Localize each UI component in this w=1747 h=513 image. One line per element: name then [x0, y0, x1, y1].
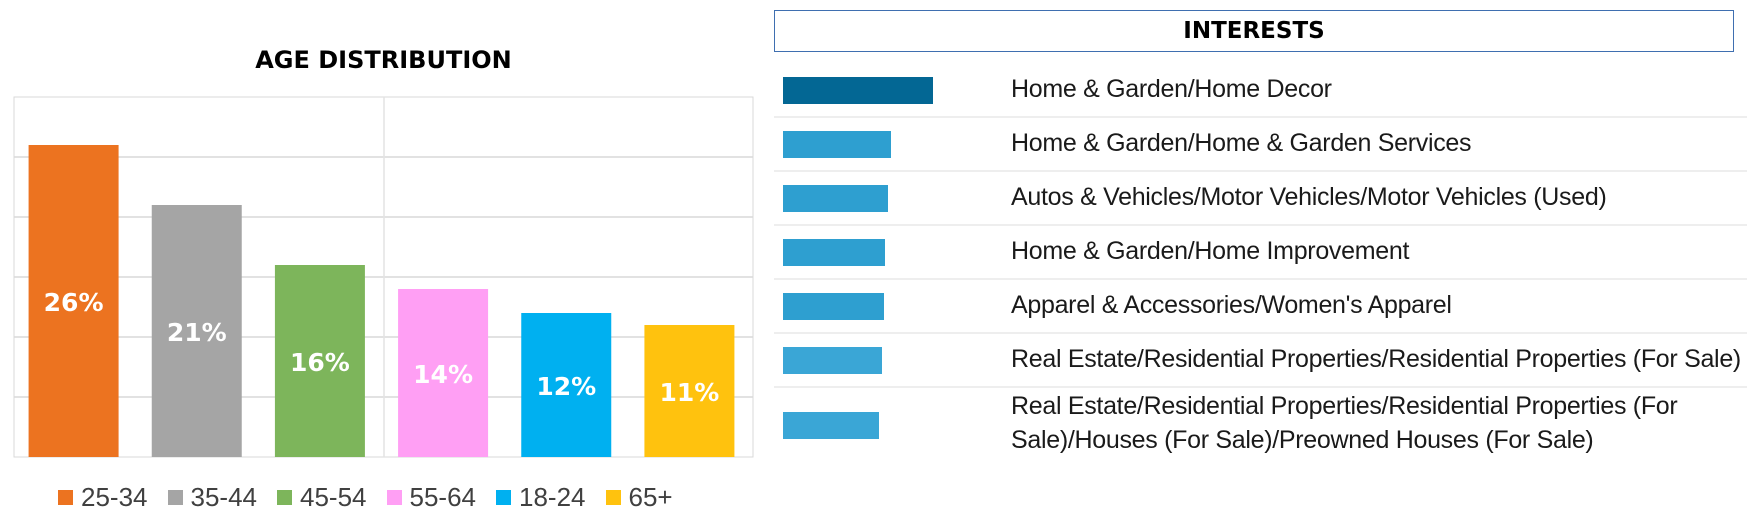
- bar-65+: [644, 325, 735, 457]
- legend-swatch: [58, 490, 73, 505]
- chart-legend: 25-34 35-44 45-54 55-64 18-24 65+: [58, 482, 673, 513]
- interest-label: Real Estate/Residential Properties/Resid…: [1011, 392, 1678, 454]
- row-divider: [774, 332, 1747, 334]
- legend-label: 65+: [628, 482, 673, 512]
- interest-bar: [783, 293, 884, 320]
- row-divider: [774, 278, 1747, 280]
- chart-title: AGE DISTRIBUTION: [255, 46, 512, 74]
- data-label-65+: 11%: [659, 378, 719, 407]
- legend-item-18-24: 18-24: [496, 482, 586, 513]
- interest-label: Autos & Vehicles/Motor Vehicles/Motor Ve…: [1011, 183, 1607, 211]
- data-label-45-54: 16%: [290, 348, 350, 377]
- legend-label: 45-54: [300, 482, 367, 512]
- legend-swatch: [496, 490, 511, 505]
- interest-row: Real Estate/Residential Properties/Resid…: [774, 387, 1747, 463]
- data-label-25-34: 26%: [44, 288, 104, 317]
- data-label-35-44: 21%: [167, 318, 227, 347]
- row-divider: [774, 116, 1747, 118]
- interest-label: Home & Garden/Home & Garden Services: [1011, 129, 1472, 157]
- legend-label: 25-34: [81, 482, 148, 512]
- legend-swatch: [605, 490, 621, 505]
- interest-row: Real Estate/Residential Properties/Resid…: [774, 333, 1747, 387]
- age-bar-plot: 26% 21% 16% 14% 12% 11%: [13, 96, 754, 458]
- legend-item-55-64: 55-64: [386, 482, 477, 513]
- legend-label: 18-24: [519, 482, 586, 512]
- legend-label: 55-64: [409, 482, 477, 512]
- interest-bar: [783, 239, 885, 266]
- interest-label: Home & Garden/Home Decor: [1011, 75, 1332, 103]
- interest-bar: [783, 347, 882, 374]
- interest-label: Home & Garden/Home Improvement: [1011, 237, 1410, 265]
- interest-row: Home & Garden/Home & Garden Services: [774, 117, 1747, 171]
- bar-45-54: [274, 265, 365, 457]
- legend-swatch: [277, 490, 292, 505]
- bar-55-64: [398, 289, 489, 457]
- interests-title: INTERESTS: [774, 10, 1734, 52]
- interest-row: Autos & Vehicles/Motor Vehicles/Motor Ve…: [774, 171, 1747, 225]
- row-divider: [774, 224, 1747, 226]
- interest-label: Real Estate/Residential Properties/Resid…: [1011, 345, 1741, 373]
- legend-item-35-44: 35-44: [167, 482, 258, 513]
- data-label-55-64: 14%: [413, 360, 473, 389]
- interest-row: Apparel & Accessories/Women's Apparel: [774, 279, 1747, 333]
- data-label-18-24: 12%: [536, 372, 596, 401]
- row-divider: [774, 386, 1747, 388]
- interest-bar: [783, 77, 933, 104]
- interest-row: Home & Garden/Home Decor: [774, 63, 1747, 117]
- legend-item-25-34: 25-34: [58, 482, 148, 513]
- legend-item-65+: 65+: [605, 482, 673, 513]
- legend-item-45-54: 45-54: [277, 482, 367, 513]
- interest-bar: [783, 131, 891, 158]
- interest-bar: [783, 185, 888, 212]
- interest-bar: [783, 412, 879, 439]
- bar-25-34: [28, 145, 119, 457]
- age-distribution-chart: AGE DISTRIBUTION 26% 21% 16% 14% 12% 11% 25-3…: [0, 0, 760, 512]
- bar-35-44: [151, 205, 242, 457]
- legend-swatch: [386, 490, 402, 505]
- bar-18-24: [521, 313, 612, 457]
- legend-label: 35-44: [190, 482, 258, 512]
- row-divider: [774, 170, 1747, 172]
- legend-swatch: [167, 490, 183, 505]
- interests-chart: INTERESTS Home & Garden/Home Decor Home &…: [774, 0, 1747, 512]
- interest-label: Apparel & Accessories/Women's Apparel: [1011, 291, 1452, 319]
- interest-row: Home & Garden/Home Improvement: [774, 225, 1747, 279]
